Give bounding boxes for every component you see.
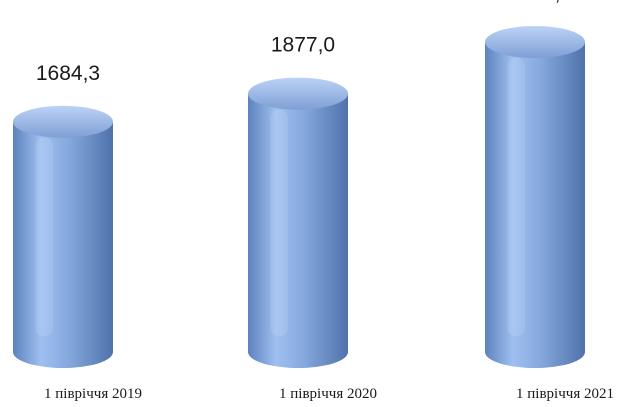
- bar-2: [248, 77, 348, 368]
- bar-1: [13, 105, 113, 368]
- bar-top-cap: [485, 25, 585, 58]
- bar-highlight: [507, 57, 525, 336]
- bar-top-cap: [248, 77, 348, 110]
- x-tick-label-2: 1 півріччя 2020: [279, 386, 377, 402]
- x-axis-tick-labels: 1 півріччя 2019 1 півріччя 2020 1 півріччя…: [44, 386, 614, 402]
- data-label-2: 1877,0: [271, 34, 335, 57]
- x-tick-label-3: 1 півріччя 2021: [516, 386, 614, 402]
- bar-highlight: [35, 137, 53, 336]
- bar-3: [485, 25, 585, 368]
- bar-highlight: [270, 109, 288, 336]
- bar-top-cap: [13, 105, 113, 138]
- data-label-3: 2230,0: [508, 0, 572, 5]
- x-tick-label-1: 1 півріччя 2019: [44, 386, 142, 402]
- data-labels: 1684,3 1877,0 2230,0: [36, 0, 572, 85]
- bar-body: [248, 93, 348, 368]
- bars: [13, 25, 585, 368]
- bar-body: [485, 41, 585, 368]
- data-label-1: 1684,3: [36, 62, 100, 85]
- bar-body: [13, 121, 113, 368]
